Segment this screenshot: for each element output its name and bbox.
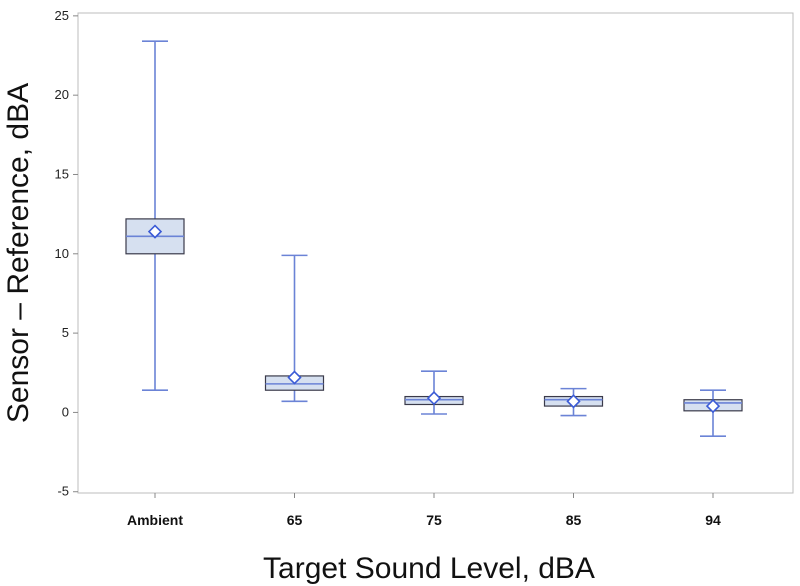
mean-marker (426, 391, 442, 406)
y-axis-title: Sensor – Reference, dBA (2, 83, 35, 423)
x-axis-title: Target Sound Level, dBA (263, 552, 595, 585)
y-tick-label: -5 (57, 484, 69, 499)
x-tick-label: 85 (566, 512, 582, 528)
plot-frame (77, 12, 794, 494)
box-plot (264, 254, 325, 403)
x-axis: Ambient 65 75 85 94 (127, 493, 721, 528)
box-plot (125, 40, 185, 392)
mean-marker (705, 398, 721, 414)
mean-marker (147, 224, 163, 239)
y-tick-label: 15 (55, 166, 69, 181)
box-plot (404, 370, 464, 415)
y-tick-label: 20 (55, 87, 69, 102)
y-tick-label: 0 (62, 404, 69, 419)
x-tick-label: Ambient (127, 512, 183, 528)
box-plot (683, 389, 743, 438)
y-tick-label: 5 (62, 325, 69, 340)
mean-marker (287, 370, 302, 385)
x-tick-label: 75 (426, 512, 442, 528)
box-plot (543, 387, 604, 417)
y-axis: -5 0 5 10 15 20 25 (55, 8, 78, 499)
y-tick-label: 10 (55, 246, 69, 261)
mean-marker (566, 394, 581, 409)
x-tick-label: 94 (705, 512, 721, 528)
x-tick-label: 65 (287, 512, 303, 528)
box-series (125, 40, 743, 438)
y-tick-label: 25 (55, 8, 69, 23)
